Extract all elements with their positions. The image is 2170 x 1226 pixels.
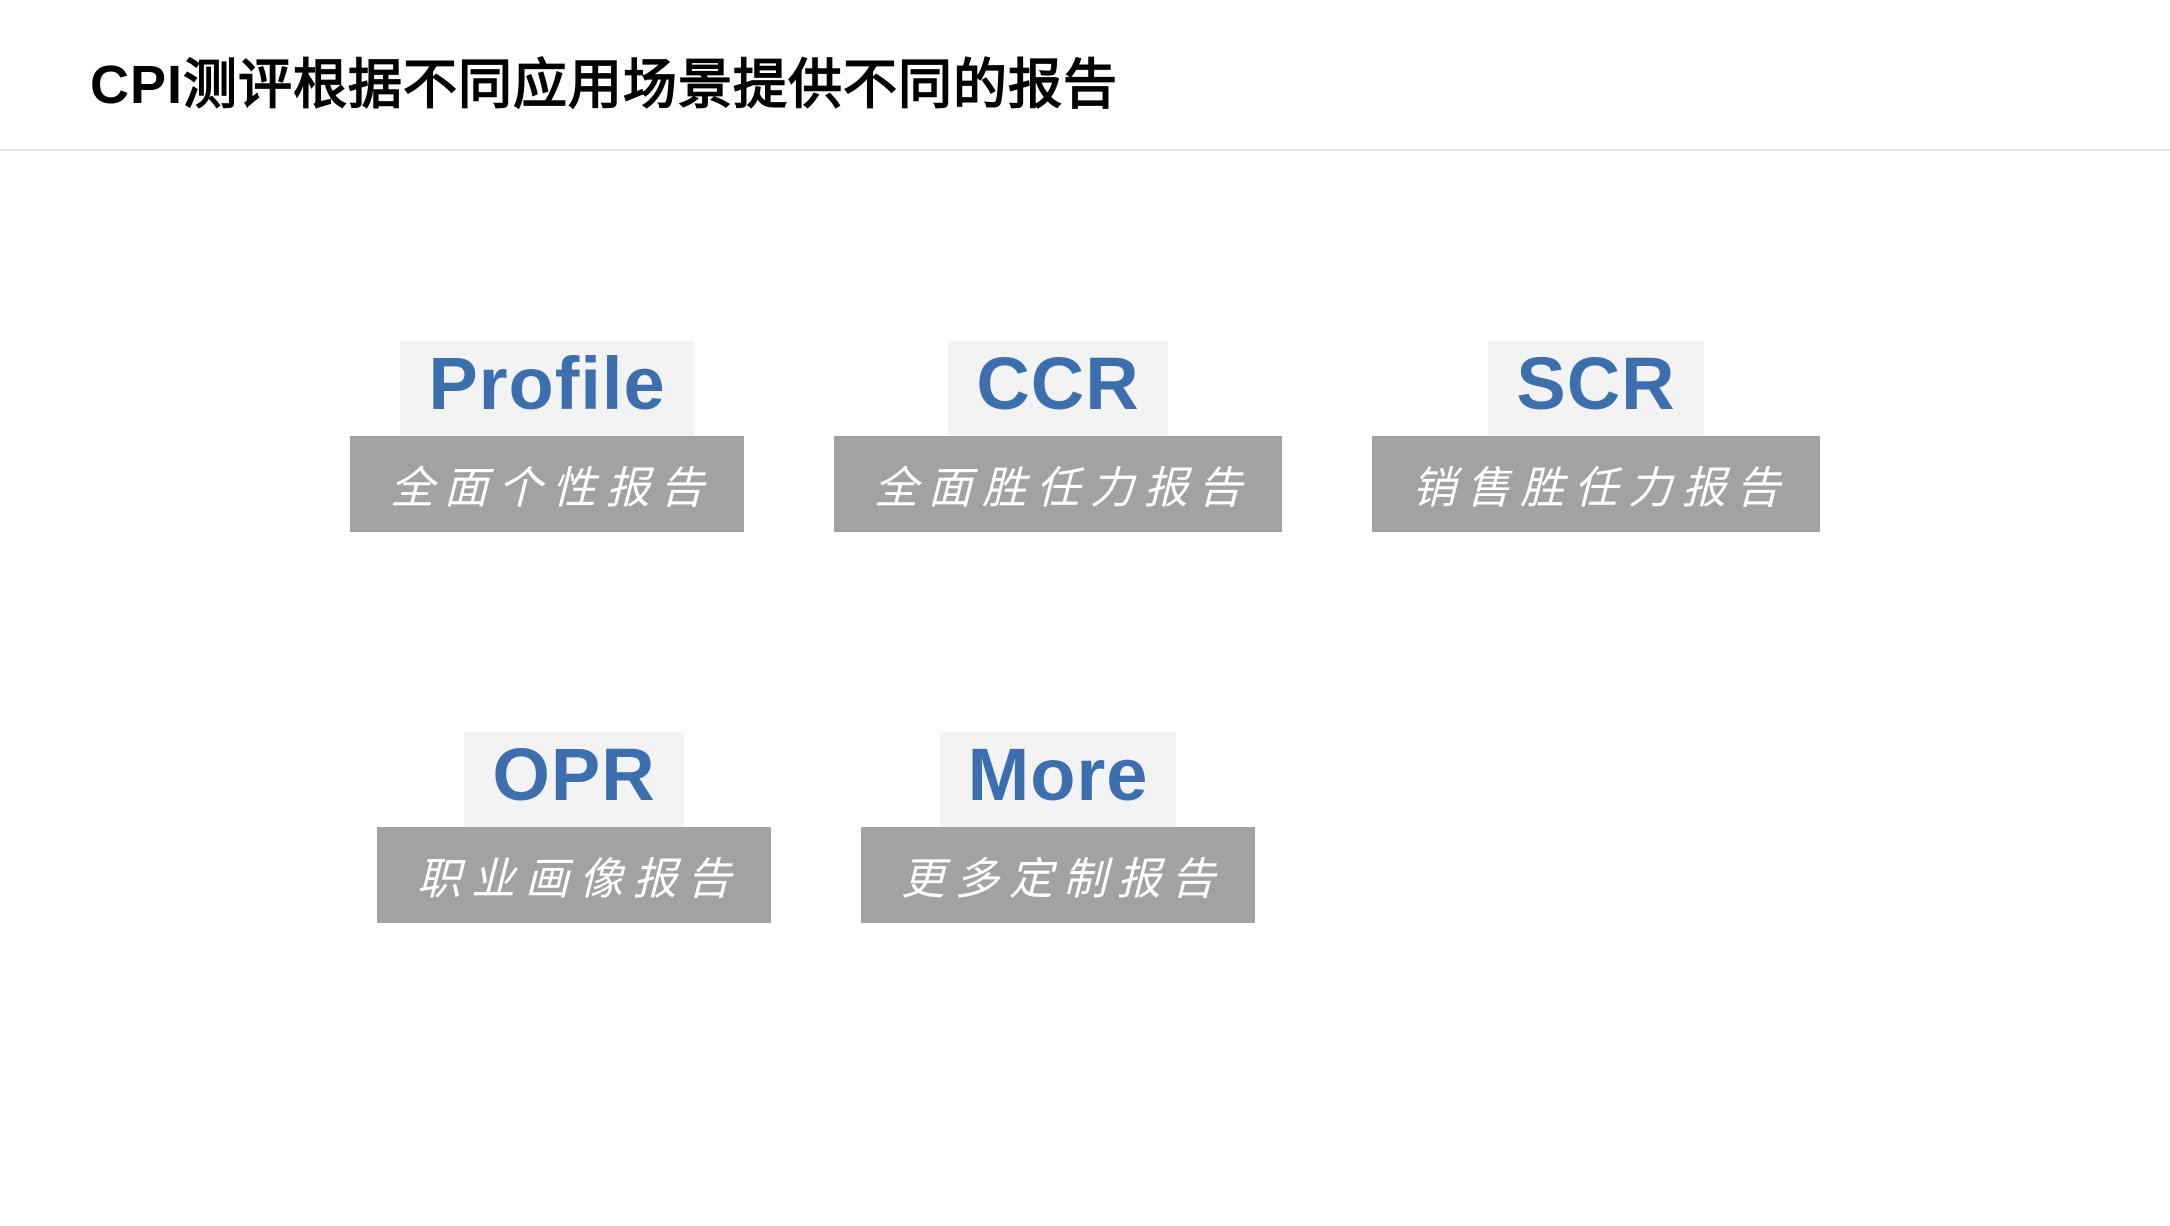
card-profile: Profile 全面个性报告 bbox=[350, 341, 744, 532]
card-more: More 更多定制报告 bbox=[861, 732, 1255, 923]
card-head-ccr: CCR bbox=[948, 341, 1167, 436]
card-sub-ccr: 全面胜任力报告 bbox=[834, 436, 1282, 532]
card-head-opr: OPR bbox=[464, 732, 683, 827]
card-scr: SCR 销售胜任力报告 bbox=[1372, 341, 1820, 532]
row-2: OPR 职业画像报告 More 更多定制报告 SCR 销售胜任力报告 bbox=[0, 732, 2170, 923]
card-head-profile: Profile bbox=[400, 341, 693, 436]
card-sub-profile: 全面个性报告 bbox=[350, 436, 744, 532]
page-header: CPI测评根据不同应用场景提供不同的报告 bbox=[0, 0, 2170, 151]
page-title: CPI测评根据不同应用场景提供不同的报告 bbox=[90, 40, 2170, 119]
card-sub-scr: 销售胜任力报告 bbox=[1372, 436, 1820, 532]
content-area: Profile 全面个性报告 CCR 全面胜任力报告 SCR 销售胜任力报告 O… bbox=[0, 151, 2170, 923]
card-ccr: CCR 全面胜任力报告 bbox=[834, 341, 1282, 532]
card-sub-opr: 职业画像报告 bbox=[377, 827, 771, 923]
card-head-scr: SCR bbox=[1488, 341, 1703, 436]
card-head-more: More bbox=[940, 732, 1177, 827]
card-opr: OPR 职业画像报告 bbox=[377, 732, 771, 923]
card-sub-more: 更多定制报告 bbox=[861, 827, 1255, 923]
row-1: Profile 全面个性报告 CCR 全面胜任力报告 SCR 销售胜任力报告 bbox=[0, 341, 2170, 532]
